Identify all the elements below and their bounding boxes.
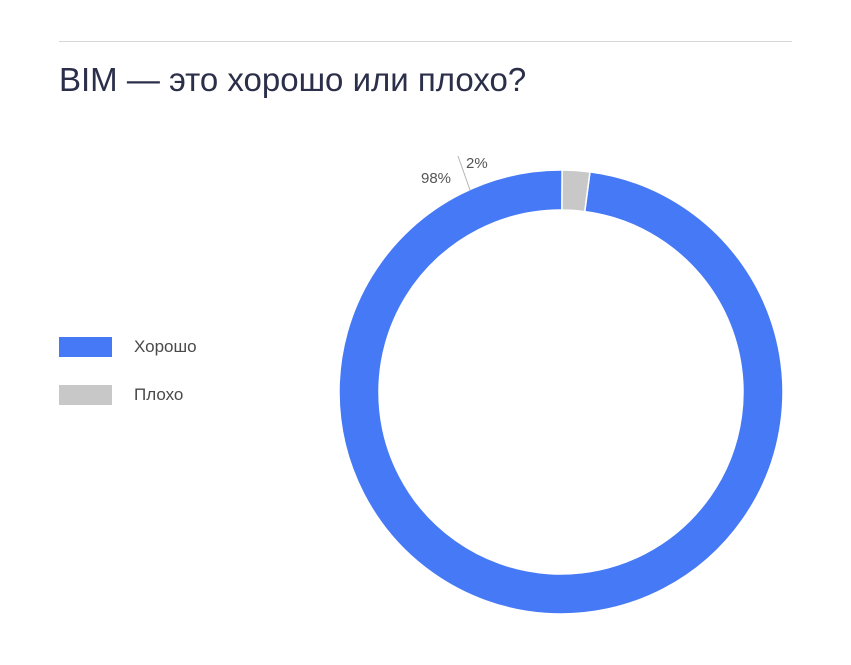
data-label-bad: 2% bbox=[466, 155, 488, 172]
label-leader-line bbox=[457, 155, 471, 191]
slice-bad bbox=[561, 169, 591, 213]
data-labels: 98% 2% bbox=[421, 155, 488, 187]
donut-slices bbox=[338, 169, 784, 615]
legend-label-bad: Плохо bbox=[134, 385, 184, 404]
data-label-good: 98% bbox=[421, 170, 451, 187]
legend-swatch-bad bbox=[59, 385, 112, 405]
leader-lines bbox=[457, 155, 471, 191]
slice-good bbox=[338, 169, 784, 615]
legend-item-good: Хорошо bbox=[59, 334, 197, 360]
legend-label-good: Хорошо bbox=[134, 337, 197, 356]
legend-item-bad: Плохо bbox=[59, 382, 197, 408]
legend-swatch-good bbox=[59, 337, 112, 357]
legend: Хорошо Плохо bbox=[59, 334, 197, 430]
chart-title: BIM — это хорошо или плохо? bbox=[59, 61, 527, 98]
top-divider bbox=[59, 41, 792, 42]
